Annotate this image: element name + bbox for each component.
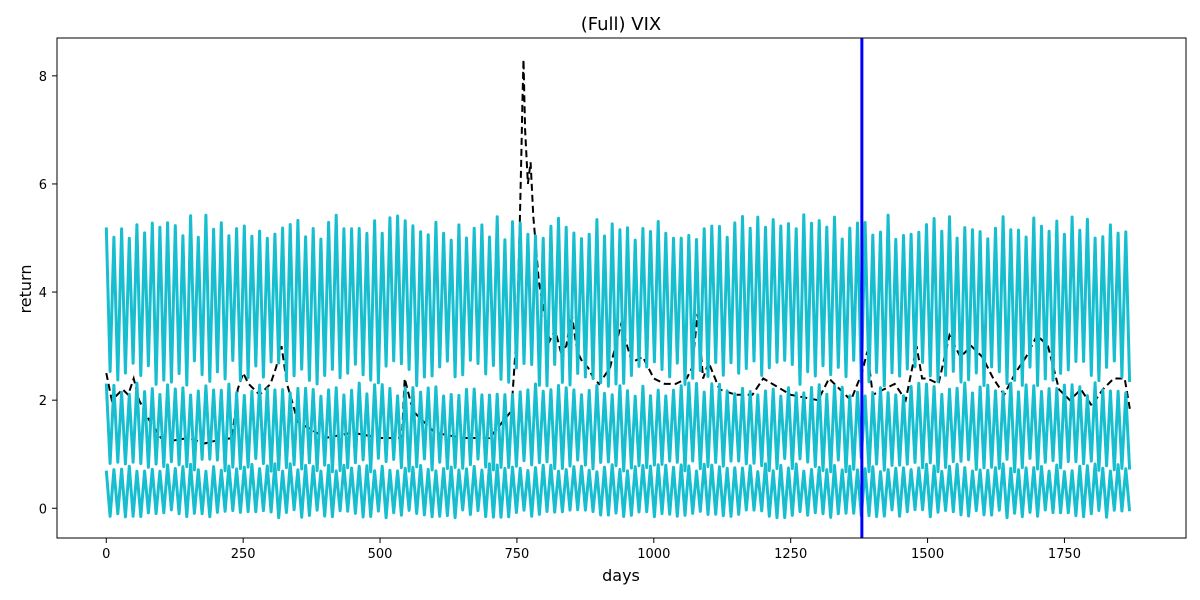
x-tick-label: 250	[231, 547, 256, 562]
y-tick-label: 4	[39, 286, 47, 301]
y-tick-label: 2	[39, 394, 47, 409]
y-tick-label: 0	[39, 502, 47, 517]
x-tick-label: 750	[505, 547, 530, 562]
plot-area	[104, 38, 1132, 538]
x-axis-label: days	[602, 566, 640, 585]
x-tick-label: 1000	[637, 547, 670, 562]
band-series-3	[104, 462, 1132, 520]
x-axis: 0 250 500 750 1000 1250 1500 1750	[102, 538, 1081, 562]
chart-title: (Full) VIX	[581, 14, 662, 35]
x-tick-label: 500	[368, 547, 393, 562]
x-tick-label: 1250	[774, 547, 807, 562]
y-tick-label: 6	[39, 178, 47, 193]
y-tick-label: 8	[39, 70, 47, 85]
x-tick-label: 0	[102, 547, 110, 562]
plot-frame	[56, 37, 1187, 539]
band-series-2	[104, 381, 1132, 474]
y-axis: 0 2 4 6 8	[39, 70, 57, 517]
band-series-1	[104, 213, 1132, 388]
x-tick-label: 1500	[911, 547, 944, 562]
y-axis-label: return	[16, 265, 35, 314]
x-tick-label: 1750	[1048, 547, 1081, 562]
actual-series-line	[105, 59, 1132, 445]
